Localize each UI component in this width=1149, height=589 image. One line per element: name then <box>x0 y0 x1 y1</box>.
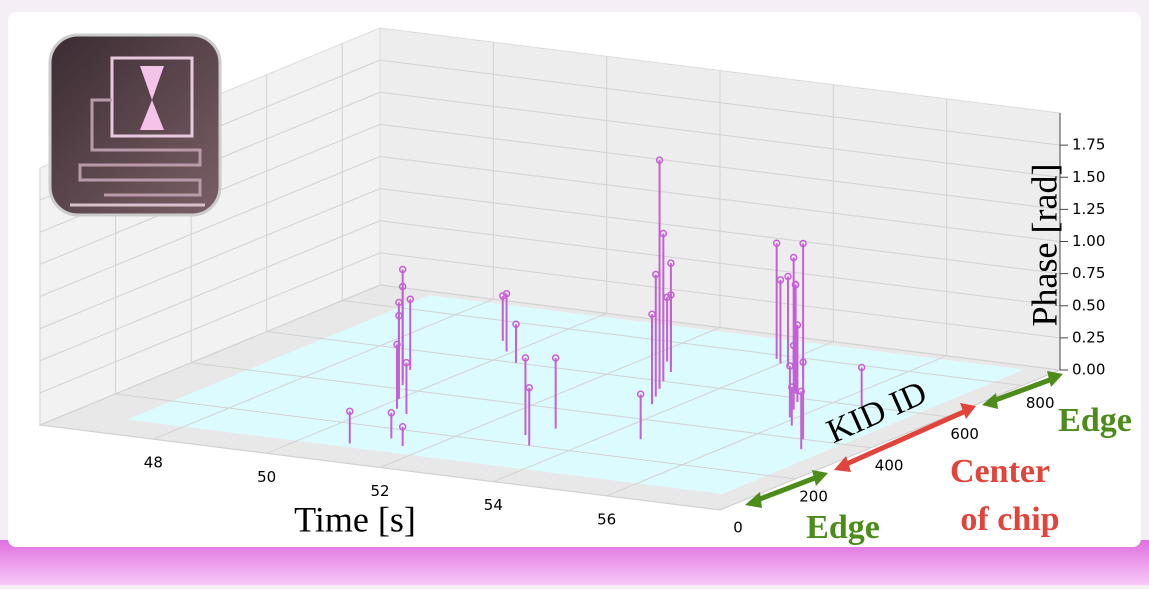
point <box>789 253 798 262</box>
grid-line <box>379 91 1061 178</box>
point <box>791 280 800 289</box>
point <box>395 298 403 307</box>
point <box>398 422 407 431</box>
x-tick-label: 50 <box>257 468 276 486</box>
grid-line <box>379 188 1061 275</box>
point <box>521 354 530 362</box>
y-tick-label: 400 <box>875 456 904 474</box>
annotation: Center <box>950 453 1050 490</box>
z-tick-label: 0.75 <box>1072 264 1105 282</box>
grid-line <box>266 331 947 418</box>
point <box>525 384 533 392</box>
grid-line <box>493 341 834 483</box>
point <box>512 320 520 329</box>
point <box>393 340 401 349</box>
grid-line <box>606 355 947 497</box>
grid-line <box>39 252 381 394</box>
grid-line <box>153 298 494 440</box>
z-axis-label: Phase [rad] <box>1024 164 1064 327</box>
grid-line <box>39 424 721 511</box>
point <box>667 259 675 267</box>
point <box>398 265 407 274</box>
point <box>799 239 807 248</box>
grid-line <box>39 156 381 297</box>
grid-line <box>115 393 796 480</box>
point <box>655 156 664 164</box>
y-tick-label: 600 <box>950 425 979 443</box>
grid-line <box>379 252 1061 339</box>
annotation: of chip <box>960 501 1059 538</box>
z-tick-label: 1.25 <box>1072 200 1105 218</box>
point <box>502 289 511 298</box>
floor-plane <box>126 295 1025 495</box>
point <box>786 362 794 370</box>
point <box>406 295 414 303</box>
grid-line <box>379 156 1061 242</box>
point <box>551 354 560 362</box>
point <box>636 390 645 399</box>
glow-strip <box>0 540 1149 585</box>
grid-line <box>266 312 607 454</box>
annotation: Edge <box>806 509 880 546</box>
point <box>789 341 798 350</box>
point <box>799 358 807 366</box>
grid-line <box>379 220 1061 307</box>
point <box>797 387 805 396</box>
x-tick-label: 52 <box>370 482 389 500</box>
point <box>788 383 796 391</box>
z-tick-label: 0.00 <box>1072 361 1105 379</box>
x-tick-label: 56 <box>597 510 616 528</box>
point <box>857 363 866 372</box>
z-tick-label: 0.25 <box>1072 328 1105 346</box>
point <box>346 407 354 416</box>
point <box>402 358 411 367</box>
grid-line <box>379 284 1061 371</box>
grid-line <box>342 300 1023 387</box>
x-tick-label: 48 <box>144 454 163 472</box>
point <box>784 272 792 281</box>
point <box>772 239 781 248</box>
point <box>667 291 675 299</box>
y-tick-label: 0 <box>733 519 743 537</box>
point <box>387 409 396 417</box>
y-tick-label: 200 <box>799 487 828 505</box>
y-tick-label: 800 <box>1026 394 1055 412</box>
z-tick-label: 1.00 <box>1072 232 1105 250</box>
chip-icon <box>48 33 222 217</box>
grid-line <box>39 284 381 426</box>
annotation: Edge <box>1058 402 1132 439</box>
z-tick-label: 1.50 <box>1072 168 1105 186</box>
arrows <box>745 371 1063 508</box>
point <box>648 310 656 318</box>
grid-line <box>39 188 381 330</box>
grid-line <box>191 362 872 449</box>
grid-line <box>39 220 381 362</box>
point <box>652 270 660 279</box>
point <box>776 276 785 284</box>
grid-line <box>379 59 1061 146</box>
z-tick-label: 0.50 <box>1072 296 1105 314</box>
x-tick-label: 54 <box>484 496 503 514</box>
x-axis-label: Time [s] <box>294 499 416 539</box>
point <box>793 321 802 329</box>
plot-3d: 48 50 52 54 56 0 200 400 600 800 0.00 0.25 0.50 0.75 1… <box>38 27 1105 537</box>
grid-line <box>379 123 1061 210</box>
z-tick-label: 1.75 <box>1072 136 1105 154</box>
